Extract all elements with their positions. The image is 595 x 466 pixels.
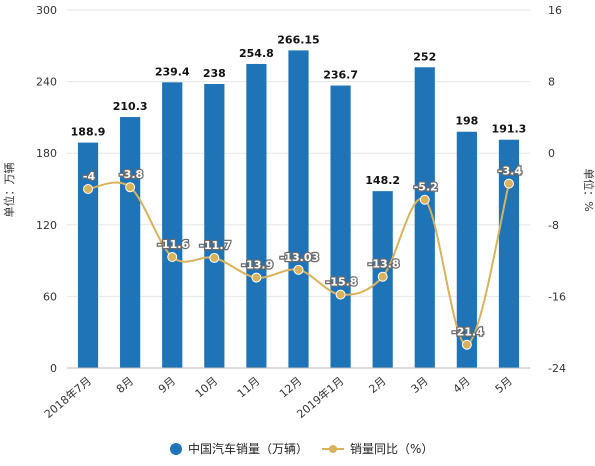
legend-bar-marker	[170, 443, 182, 455]
line-value-label: -5.2	[414, 181, 438, 194]
bar-value-label: 198	[455, 115, 478, 128]
bar-value-label: 254.8	[239, 47, 274, 60]
line-point[interactable]	[293, 264, 304, 275]
bar-value-label: 252	[413, 50, 436, 63]
x-tick-label: 4月	[451, 374, 473, 396]
bar[interactable]	[288, 50, 309, 368]
x-tick-label: 10月	[193, 374, 221, 400]
y-tick-label: 180	[36, 147, 57, 160]
line-point[interactable]	[503, 178, 514, 189]
x-tick-label: 5月	[493, 374, 515, 396]
bar[interactable]	[77, 142, 99, 368]
y-tick-label: 300	[36, 4, 57, 17]
y2-axis-title: 单位：%	[582, 168, 595, 211]
line-layer	[83, 178, 514, 350]
line-value-label: -11.7	[199, 239, 231, 252]
line-value-label: -11.6	[157, 238, 189, 251]
y-tick-label: 240	[36, 76, 57, 89]
line-value-label: -3.8	[119, 168, 143, 181]
line-point[interactable]	[209, 252, 220, 263]
line-value-label: -13.9	[242, 259, 274, 272]
line-point[interactable]	[167, 252, 178, 263]
legend-line-marker	[329, 445, 337, 453]
bar[interactable]	[330, 85, 351, 369]
bar-value-label: 148.2	[365, 174, 400, 187]
line-point[interactable]	[125, 182, 136, 193]
y-axis-title: 单位：万辆	[2, 163, 16, 218]
bar-value-label: 191.3	[492, 123, 527, 136]
line-point[interactable]	[335, 289, 346, 300]
y2-tick-label: -8	[548, 219, 559, 232]
bar[interactable]	[456, 131, 477, 368]
bar[interactable]	[498, 139, 520, 368]
y2-tick-label: 8	[548, 76, 555, 89]
x-tick-label: 11月	[235, 374, 263, 400]
bar-value-label: 239.4	[155, 65, 190, 78]
y-tick-label: 120	[36, 219, 57, 232]
x-tick-label: 2月	[366, 374, 388, 396]
bar-value-label: 188.9	[71, 126, 106, 139]
line-series	[87, 181, 510, 346]
line-point[interactable]	[251, 272, 262, 283]
line-point[interactable]	[83, 184, 94, 194]
legend-bar-label: 中国汽车销量（万辆）	[188, 441, 308, 456]
bar[interactable]	[162, 82, 183, 368]
bar-layer	[77, 50, 520, 369]
x-tick-label: 8月	[114, 374, 136, 396]
x-tick-label: 3月	[409, 374, 431, 396]
y2-tick-label: -16	[548, 290, 566, 303]
bar-value-label: 266.15	[277, 33, 319, 46]
legend-line-label: 销量同比（%）	[350, 442, 433, 456]
bar-value-label: 236.7	[323, 69, 358, 82]
line-value-label: -4	[83, 170, 96, 183]
y2-tick-label: 16	[548, 4, 562, 17]
legend-item-line[interactable]: 销量同比（%）	[322, 442, 433, 456]
bar[interactable]	[414, 67, 435, 368]
y2-tick-label: 0	[548, 147, 555, 160]
y-tick-label: 0	[50, 362, 57, 375]
y2-tick-label: -24	[548, 362, 566, 375]
line-value-label: -13.03	[280, 251, 319, 264]
bar-value-label: 238	[203, 67, 226, 80]
line-point[interactable]	[377, 271, 388, 282]
x-tick-label: 2018年7月	[41, 374, 94, 421]
bar[interactable]	[246, 63, 267, 369]
x-tick-label: 12月	[277, 374, 305, 400]
line-value-label: -15.8	[326, 276, 358, 289]
bar[interactable]	[204, 83, 225, 368]
bar-value-label: 210.3	[113, 100, 148, 113]
bar[interactable]	[120, 117, 141, 369]
x-tick-label: 2019年1月	[294, 374, 347, 421]
line-point[interactable]	[461, 339, 472, 350]
line-value-label: -3.4	[498, 165, 522, 178]
line-value-label: -13.8	[368, 258, 400, 271]
legend: 中国汽车销量（万辆） 销量同比（%）	[170, 441, 433, 456]
line-point[interactable]	[419, 194, 430, 205]
x-tick-label: 9月	[156, 374, 178, 396]
y-tick-label: 60	[43, 290, 57, 303]
line-value-label: -21.4	[452, 326, 484, 339]
legend-item-bar[interactable]: 中国汽车销量（万辆）	[170, 441, 308, 456]
